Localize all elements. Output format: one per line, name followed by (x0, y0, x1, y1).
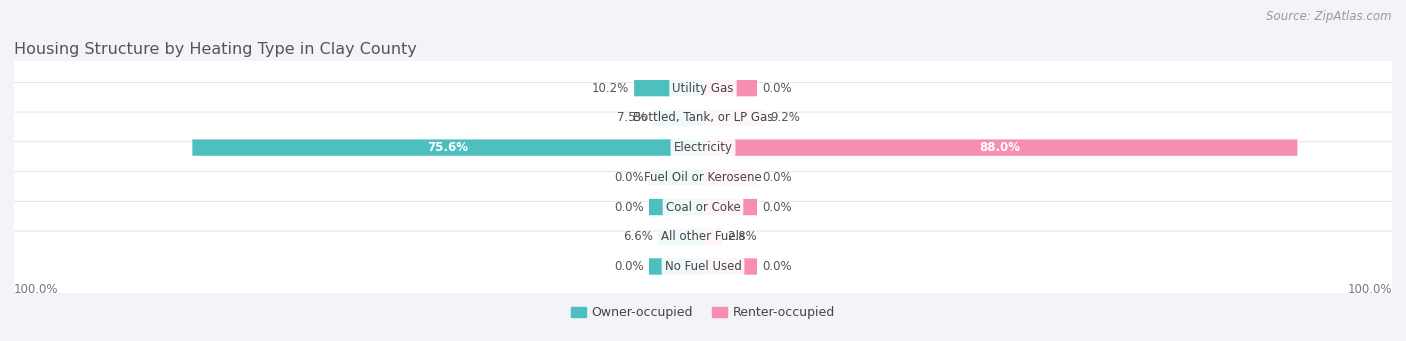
FancyBboxPatch shape (703, 80, 756, 96)
Text: 7.5%: 7.5% (617, 112, 647, 124)
Text: Utility Gas: Utility Gas (672, 81, 734, 95)
Text: 2.8%: 2.8% (727, 230, 756, 243)
Legend: Owner-occupied, Renter-occupied: Owner-occupied, Renter-occupied (565, 301, 841, 324)
FancyBboxPatch shape (652, 110, 703, 126)
FancyBboxPatch shape (193, 139, 703, 156)
Text: Housing Structure by Heating Type in Clay County: Housing Structure by Heating Type in Cla… (14, 42, 418, 57)
Text: 0.0%: 0.0% (762, 171, 792, 184)
Text: 0.0%: 0.0% (762, 81, 792, 95)
FancyBboxPatch shape (658, 228, 703, 245)
Text: 0.0%: 0.0% (614, 171, 644, 184)
FancyBboxPatch shape (8, 112, 1398, 183)
FancyBboxPatch shape (650, 169, 703, 186)
FancyBboxPatch shape (8, 82, 1398, 153)
FancyBboxPatch shape (8, 142, 1398, 213)
Text: Fuel Oil or Kerosene: Fuel Oil or Kerosene (644, 171, 762, 184)
Text: Coal or Coke: Coal or Coke (665, 201, 741, 213)
FancyBboxPatch shape (650, 258, 703, 275)
Text: 0.0%: 0.0% (614, 260, 644, 273)
Text: 100.0%: 100.0% (1347, 283, 1392, 296)
Text: 75.6%: 75.6% (427, 141, 468, 154)
Text: Bottled, Tank, or LP Gas: Bottled, Tank, or LP Gas (633, 112, 773, 124)
FancyBboxPatch shape (703, 228, 721, 245)
FancyBboxPatch shape (703, 169, 756, 186)
FancyBboxPatch shape (703, 139, 1298, 156)
Text: Electricity: Electricity (673, 141, 733, 154)
Text: 0.0%: 0.0% (762, 260, 792, 273)
Text: All other Fuels: All other Fuels (661, 230, 745, 243)
FancyBboxPatch shape (8, 231, 1398, 302)
FancyBboxPatch shape (703, 258, 756, 275)
Text: 10.2%: 10.2% (592, 81, 628, 95)
FancyBboxPatch shape (8, 201, 1398, 272)
Text: 100.0%: 100.0% (14, 283, 59, 296)
Text: 88.0%: 88.0% (980, 141, 1021, 154)
FancyBboxPatch shape (634, 80, 703, 96)
Text: 0.0%: 0.0% (614, 201, 644, 213)
Text: No Fuel Used: No Fuel Used (665, 260, 741, 273)
Text: 6.6%: 6.6% (623, 230, 652, 243)
FancyBboxPatch shape (703, 110, 765, 126)
FancyBboxPatch shape (650, 199, 703, 215)
Text: 0.0%: 0.0% (762, 201, 792, 213)
FancyBboxPatch shape (703, 199, 756, 215)
Text: Source: ZipAtlas.com: Source: ZipAtlas.com (1267, 10, 1392, 23)
Text: 9.2%: 9.2% (770, 112, 800, 124)
FancyBboxPatch shape (8, 53, 1398, 124)
FancyBboxPatch shape (8, 172, 1398, 242)
